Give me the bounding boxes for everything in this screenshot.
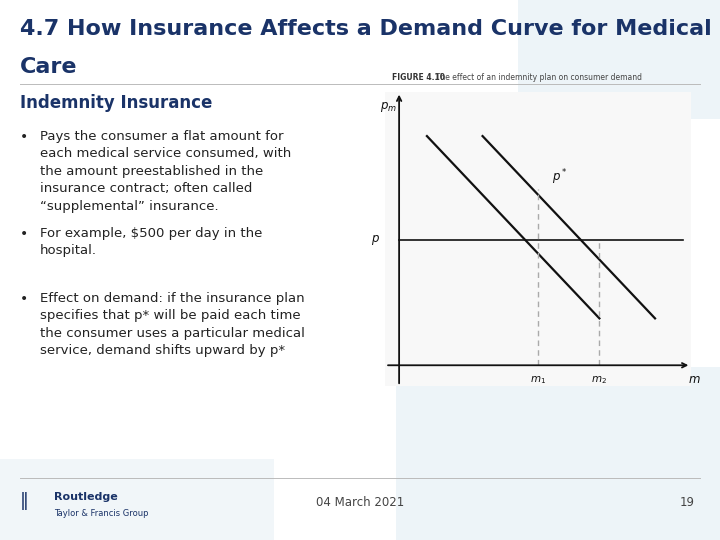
Text: Care: Care bbox=[20, 57, 78, 77]
Text: Indemnity Insurance: Indemnity Insurance bbox=[20, 94, 212, 112]
Polygon shape bbox=[518, 0, 720, 119]
Text: FIGURE 4.10: FIGURE 4.10 bbox=[392, 73, 446, 82]
Text: $m_2$: $m_2$ bbox=[591, 374, 608, 386]
Text: For example, $500 per day in the
hospital.: For example, $500 per day in the hospita… bbox=[40, 227, 262, 257]
Text: 04 March 2021: 04 March 2021 bbox=[316, 496, 404, 509]
Text: Effect on demand: if the insurance plan
specifies that p* will be paid each time: Effect on demand: if the insurance plan … bbox=[40, 292, 305, 357]
Text: $p^*$: $p^*$ bbox=[552, 167, 568, 187]
Text: Pays the consumer a flat amount for
each medical service consumed, with
the amou: Pays the consumer a flat amount for each… bbox=[40, 130, 291, 213]
Text: •: • bbox=[20, 292, 28, 306]
Text: $p$: $p$ bbox=[371, 233, 379, 247]
Text: Taylor & Francis Group: Taylor & Francis Group bbox=[54, 509, 148, 518]
Text: ‖: ‖ bbox=[20, 492, 29, 510]
Polygon shape bbox=[396, 367, 720, 540]
Text: $m$: $m$ bbox=[688, 373, 701, 386]
Text: $p_m$: $p_m$ bbox=[379, 99, 397, 113]
Text: Routledge: Routledge bbox=[54, 492, 118, 503]
Text: •: • bbox=[20, 130, 28, 144]
Polygon shape bbox=[0, 459, 274, 540]
Text: 19: 19 bbox=[680, 496, 695, 509]
Text: 4.7 How Insurance Affects a Demand Curve for Medical: 4.7 How Insurance Affects a Demand Curve… bbox=[20, 19, 712, 39]
Text: The effect of an indemnity plan on consumer demand: The effect of an indemnity plan on consu… bbox=[431, 73, 642, 82]
Text: $m_1$: $m_1$ bbox=[530, 374, 546, 386]
Text: •: • bbox=[20, 227, 28, 241]
